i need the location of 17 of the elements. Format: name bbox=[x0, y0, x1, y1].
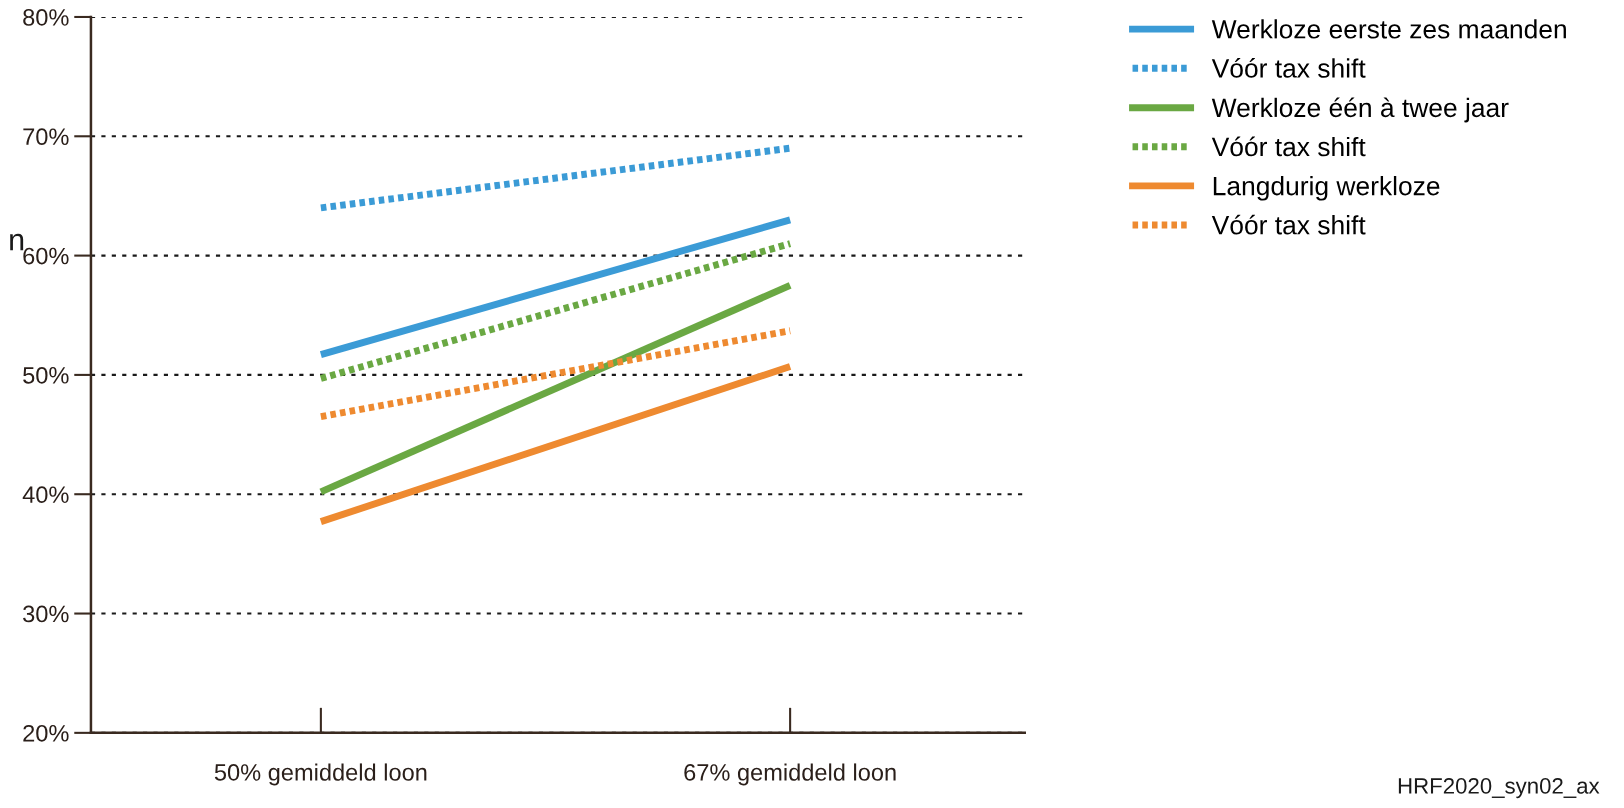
y-tick-label: 30% bbox=[23, 605, 69, 623]
y-tick-label: 70% bbox=[23, 128, 69, 146]
y-tick-label: 60% bbox=[23, 247, 69, 265]
text: n bbox=[10, 233, 24, 251]
y-tick-label: 20% bbox=[23, 724, 69, 742]
legend-label: Werkloze één à twee jaar bbox=[1211, 97, 1509, 123]
y-tick-label: 40% bbox=[22, 486, 69, 504]
x-tick-label: 67% gemiddeld loon bbox=[684, 763, 896, 786]
legend-label: Vóór tax shift bbox=[1211, 136, 1366, 157]
text: HRF2020_syn02_ax bbox=[1398, 778, 1600, 799]
legend-label: Vóór tax shift bbox=[1211, 58, 1366, 78]
x-tick-label: 50% gemiddeld loon bbox=[214, 763, 427, 786]
legend-label: Werkloze eerste zes maanden bbox=[1211, 19, 1566, 39]
legend-label: Langdurig werkloze bbox=[1213, 176, 1440, 201]
legend-label: Vóór tax shift bbox=[1211, 214, 1366, 235]
y-tick-label: 80% bbox=[23, 9, 69, 26]
y-tick-label: 50% bbox=[23, 366, 69, 384]
